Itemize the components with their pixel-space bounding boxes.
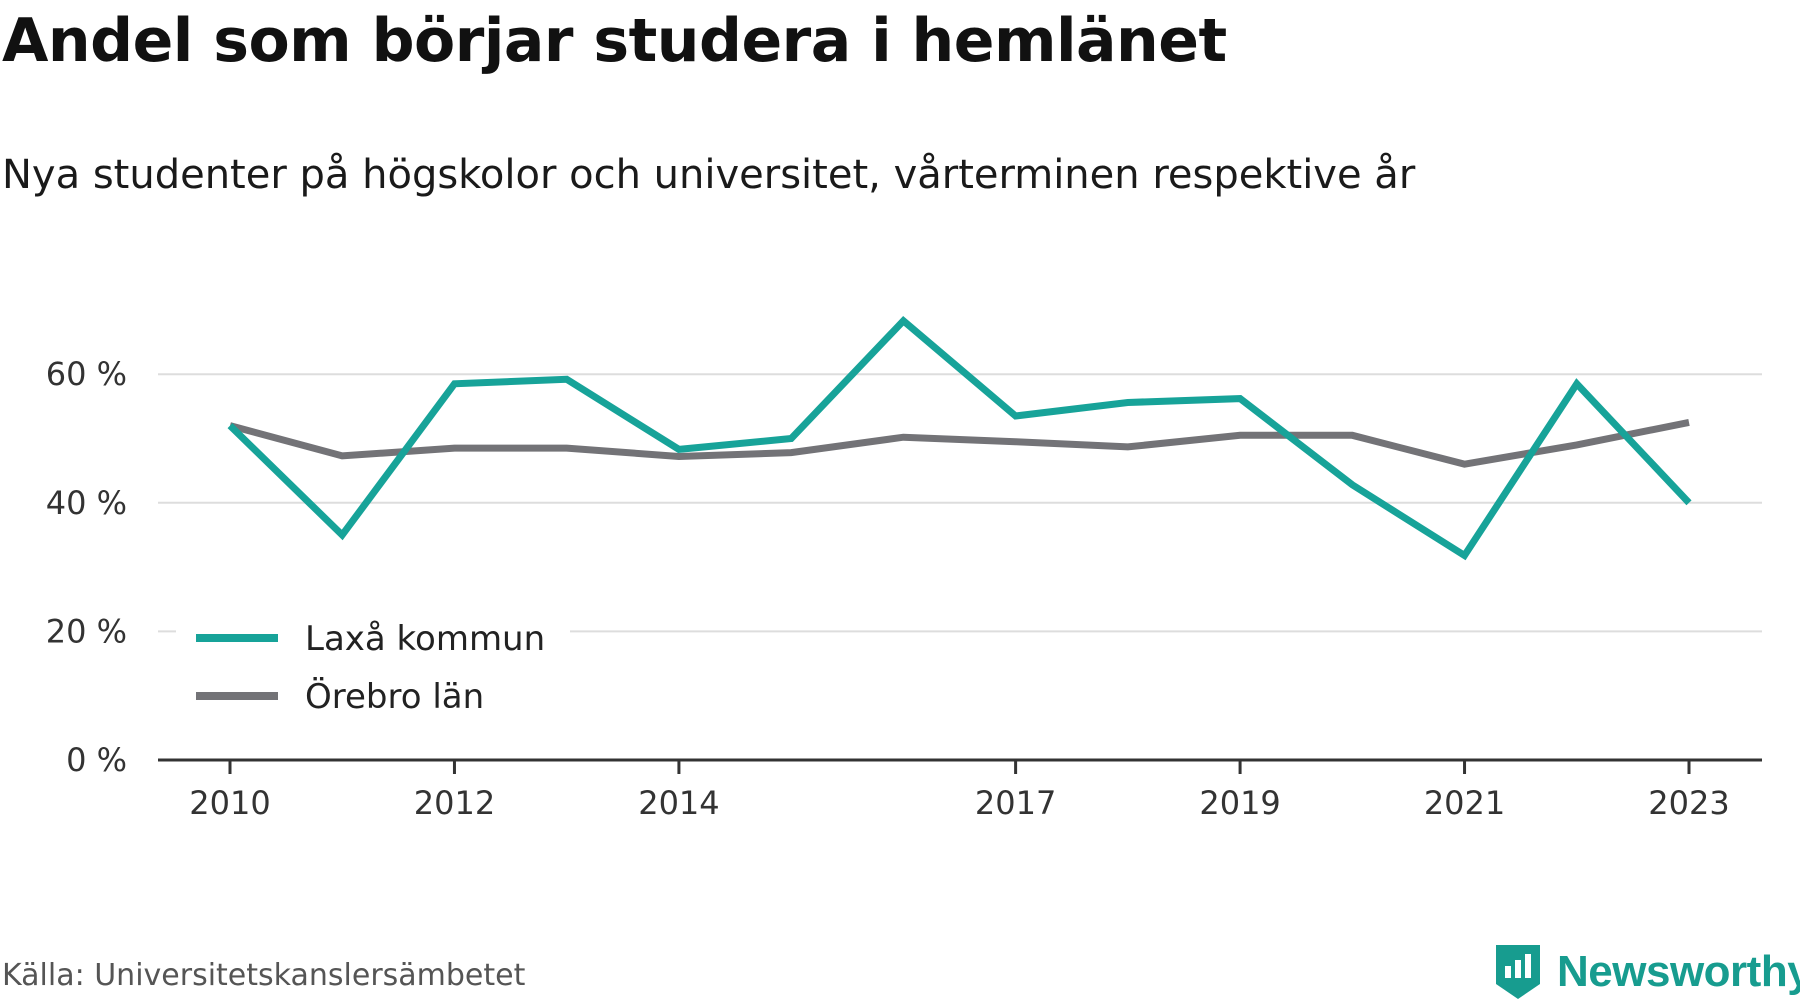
x-tick-label: 2014	[638, 784, 719, 822]
brand-logo: Newsworthy	[1493, 942, 1800, 1002]
x-tick-label: 2023	[1648, 784, 1729, 822]
series-line	[227, 315, 1692, 561]
legend: Laxå kommun Örebro län	[176, 600, 570, 725]
chart-title: Andel som börjar studera i hemlänet	[2, 6, 1227, 76]
y-axis: 0 % 20 % 40 % 60 %	[46, 355, 127, 779]
brand-name: Newsworthy	[1557, 947, 1800, 996]
y-tick-label: 0 %	[66, 741, 127, 779]
series-line	[229, 418, 1690, 468]
y-tick-label: 20 %	[46, 612, 127, 650]
legend-label: Laxå kommun	[305, 619, 545, 659]
chart-subtitle: Nya studenter på högskolor och universit…	[2, 152, 1416, 198]
x-tick-label: 2010	[189, 784, 270, 822]
x-tick-label: 2012	[414, 784, 495, 822]
legend-background	[176, 600, 570, 725]
series-lines	[227, 315, 1692, 561]
legend-label: Örebro län	[305, 676, 484, 717]
x-tick-label: 2021	[1424, 784, 1505, 822]
source-note: Källa: Universitetskanslersämbetet	[2, 958, 526, 993]
y-tick-label: 60 %	[46, 355, 127, 393]
newsworthy-logo-icon	[1496, 945, 1540, 999]
gridlines	[158, 373, 1762, 633]
y-tick-label: 40 %	[46, 484, 127, 522]
x-axis: 2010 2012 2014 2017 2019 2021 2023	[158, 758, 1762, 822]
x-tick-label: 2019	[1199, 784, 1280, 822]
x-tick-label: 2017	[975, 784, 1056, 822]
